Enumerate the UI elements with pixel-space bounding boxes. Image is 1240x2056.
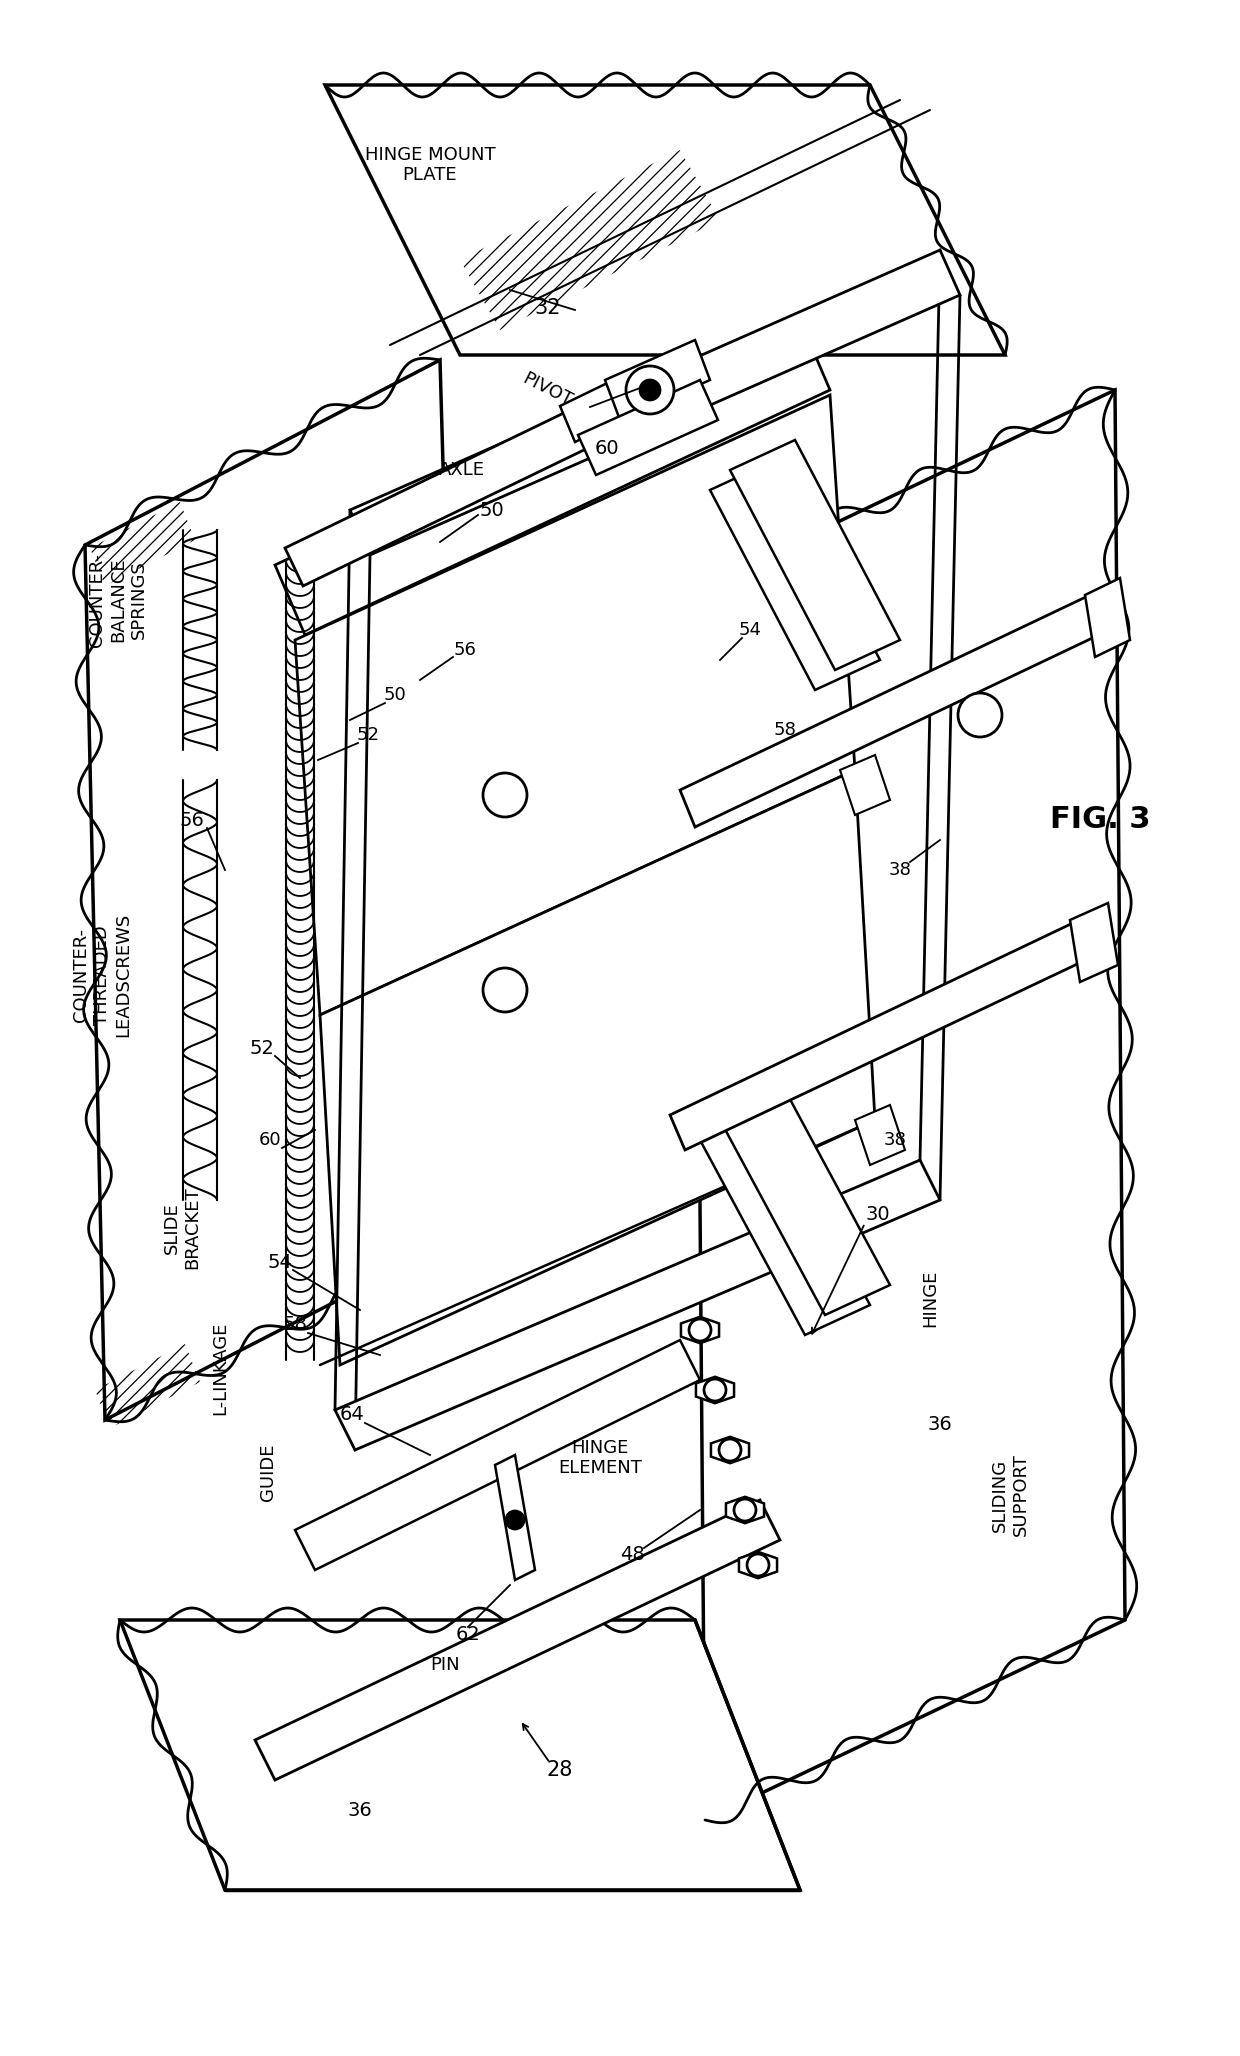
- Text: L-LINKAGE: L-LINKAGE: [211, 1322, 229, 1415]
- Polygon shape: [711, 461, 880, 691]
- Text: 58: 58: [283, 1316, 308, 1334]
- Polygon shape: [86, 360, 465, 1421]
- Text: 30: 30: [866, 1205, 890, 1225]
- Polygon shape: [285, 409, 588, 586]
- Text: COUNTER-
BALANCE
SPRINGS: COUNTER- BALANCE SPRINGS: [88, 553, 148, 648]
- Text: 28: 28: [547, 1760, 573, 1780]
- Circle shape: [506, 1511, 525, 1530]
- Polygon shape: [670, 921, 1090, 1149]
- Polygon shape: [120, 1620, 800, 1889]
- Text: HINGE
ELEMENT: HINGE ELEMENT: [558, 1439, 642, 1478]
- Text: AXLE: AXLE: [439, 461, 485, 479]
- Text: 36: 36: [347, 1801, 372, 1820]
- Circle shape: [704, 1380, 725, 1400]
- Text: 56: 56: [454, 641, 476, 660]
- Text: 60: 60: [595, 438, 619, 458]
- Polygon shape: [605, 339, 711, 419]
- Polygon shape: [578, 380, 718, 475]
- Circle shape: [746, 1554, 769, 1577]
- Text: 54: 54: [739, 621, 761, 639]
- Text: 50: 50: [383, 687, 407, 703]
- Polygon shape: [725, 1497, 764, 1523]
- Polygon shape: [739, 1552, 777, 1579]
- Polygon shape: [275, 321, 830, 635]
- Circle shape: [689, 1320, 711, 1341]
- Polygon shape: [495, 1456, 534, 1579]
- Polygon shape: [325, 84, 1004, 356]
- Polygon shape: [730, 440, 900, 670]
- Polygon shape: [1085, 578, 1130, 658]
- Polygon shape: [255, 1501, 780, 1780]
- Polygon shape: [295, 395, 856, 1016]
- Text: HINGE MOUNT
PLATE: HINGE MOUNT PLATE: [365, 146, 495, 185]
- Text: SLIDE
BRACKET: SLIDE BRACKET: [162, 1186, 201, 1269]
- Polygon shape: [701, 1110, 870, 1334]
- Text: 60: 60: [259, 1131, 281, 1149]
- Polygon shape: [1070, 903, 1118, 983]
- Text: 52: 52: [249, 1038, 274, 1057]
- Text: GUIDE: GUIDE: [259, 1443, 277, 1501]
- Circle shape: [626, 366, 675, 413]
- Polygon shape: [350, 251, 960, 555]
- Polygon shape: [856, 1104, 905, 1166]
- Text: 54: 54: [268, 1252, 293, 1271]
- Polygon shape: [680, 594, 1105, 827]
- Text: 56: 56: [180, 810, 205, 829]
- Text: 64: 64: [340, 1406, 365, 1425]
- Circle shape: [484, 968, 527, 1012]
- Text: 62: 62: [455, 1626, 480, 1645]
- Circle shape: [640, 380, 660, 401]
- Circle shape: [484, 773, 527, 816]
- Text: 36: 36: [928, 1415, 952, 1435]
- Text: 52: 52: [357, 726, 379, 744]
- Polygon shape: [681, 1316, 719, 1343]
- Polygon shape: [720, 1090, 890, 1316]
- Polygon shape: [694, 391, 1125, 1820]
- Text: 38: 38: [884, 1131, 906, 1149]
- Polygon shape: [320, 771, 875, 1365]
- Text: FIG. 3: FIG. 3: [1050, 806, 1151, 835]
- Polygon shape: [560, 372, 645, 442]
- Text: 38: 38: [889, 861, 911, 880]
- Text: 48: 48: [620, 1546, 645, 1565]
- Text: 58: 58: [774, 722, 796, 738]
- Text: COUNTER-
THREADED
LEADSCREWS: COUNTER- THREADED LEADSCREWS: [72, 913, 131, 1036]
- Circle shape: [959, 693, 1002, 736]
- Text: SLIDING
SUPPORT: SLIDING SUPPORT: [991, 1454, 1029, 1536]
- Text: 50: 50: [480, 500, 505, 520]
- Circle shape: [719, 1439, 742, 1462]
- Text: HINGE: HINGE: [921, 1269, 939, 1326]
- Circle shape: [734, 1499, 756, 1521]
- Polygon shape: [696, 1378, 734, 1402]
- Polygon shape: [839, 755, 890, 814]
- Text: 32: 32: [534, 298, 562, 319]
- Polygon shape: [711, 1437, 749, 1464]
- Polygon shape: [335, 1160, 940, 1449]
- Text: PIVOT: PIVOT: [520, 370, 575, 409]
- Text: PIN: PIN: [430, 1655, 460, 1674]
- Polygon shape: [295, 1341, 701, 1571]
